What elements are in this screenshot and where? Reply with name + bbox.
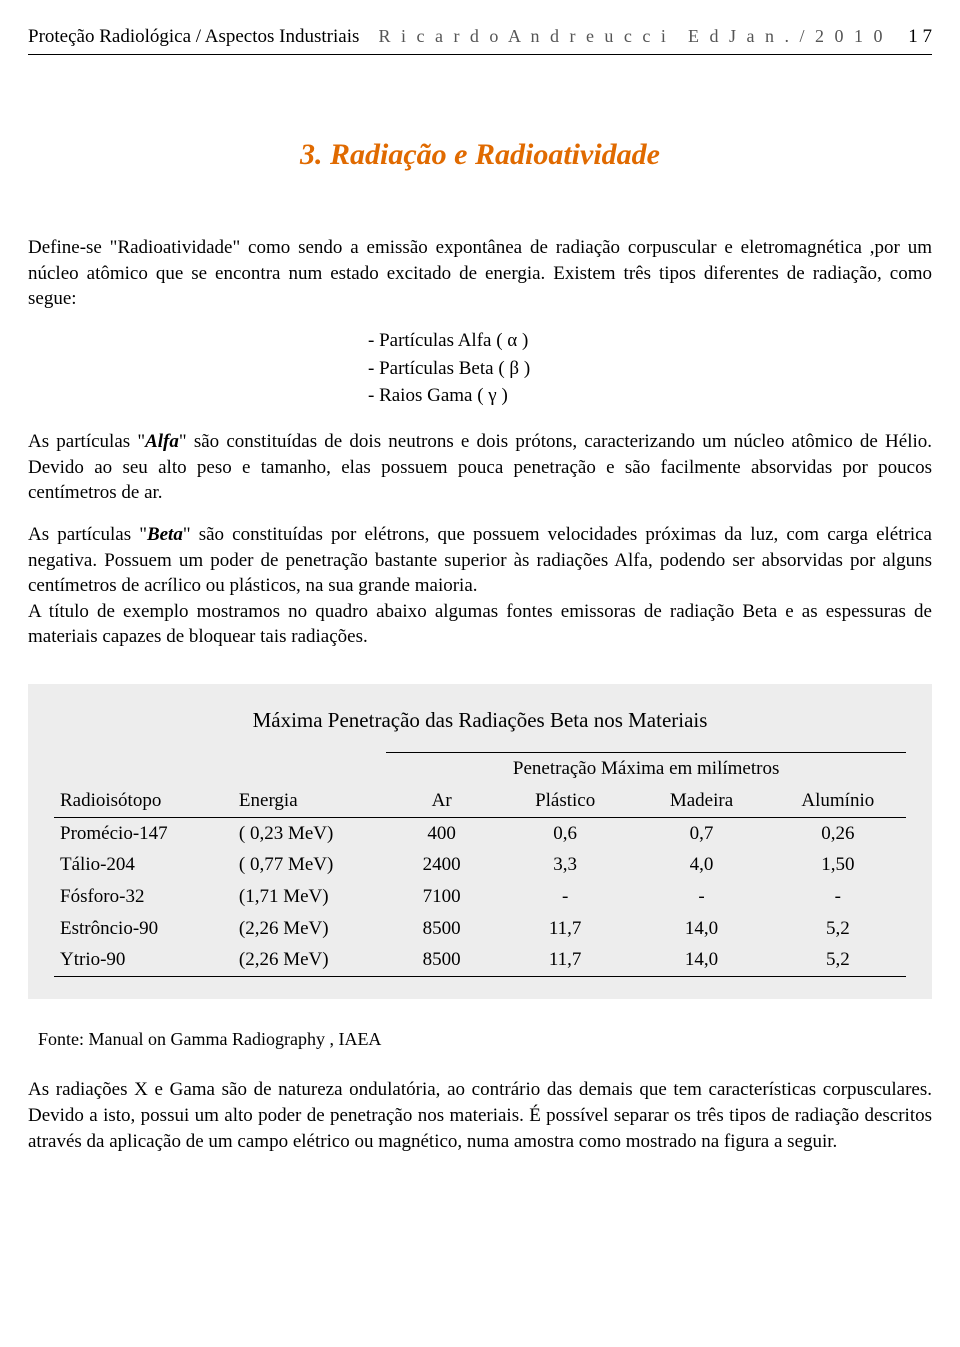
col-madeira: Madeira [633, 785, 769, 817]
cell-energy: ( 0,77 MeV) [233, 849, 386, 881]
penetration-table-panel: Máxima Penetração das Radiações Beta nos… [28, 684, 932, 999]
cell-ar: 8500 [386, 944, 497, 976]
cell-ma: 14,0 [633, 913, 769, 945]
paragraph-xgamma: As radiações X e Gama são de natureza on… [28, 1077, 932, 1154]
table-row: Ytrio-90 (2,26 MeV) 8500 11,7 14,0 5,2 [54, 944, 906, 976]
cell-iso: Ytrio-90 [54, 944, 233, 976]
list-item-gamma: - Raios Gama ( γ ) [368, 383, 932, 409]
cell-energy: (2,26 MeV) [233, 913, 386, 945]
cell-al: 0,26 [770, 817, 906, 849]
table-row: Tálio-204 ( 0,77 MeV) 2400 3,3 4,0 1,50 [54, 849, 906, 881]
radiation-type-list: - Partículas Alfa ( α ) - Partículas Bet… [28, 328, 932, 409]
cell-pl: - [497, 881, 633, 913]
cell-ma: 0,7 [633, 817, 769, 849]
cell-energy: (1,71 MeV) [233, 881, 386, 913]
emph-beta: Beta [147, 524, 183, 545]
table-title: Máxima Penetração das Radiações Beta nos… [54, 706, 906, 734]
table-row: Promécio-147 ( 0,23 MeV) 400 0,6 0,7 0,2… [54, 817, 906, 849]
paragraph-intro: Define-se "Radioatividade" como sendo a … [28, 235, 932, 312]
cell-ar: 7100 [386, 881, 497, 913]
cell-ar: 2400 [386, 849, 497, 881]
table-row: Estrôncio-90 (2,26 MeV) 8500 11,7 14,0 5… [54, 913, 906, 945]
col-radioisotopo: Radioisótopo [54, 785, 233, 817]
list-item-alpha: - Partículas Alfa ( α ) [368, 328, 932, 354]
chapter-title: 3. Radiação e Radioatividade [28, 135, 932, 176]
table-superheader: Penetração Máxima em milímetros [386, 753, 906, 785]
cell-energy: ( 0,23 MeV) [233, 817, 386, 849]
emph-alfa: Alfa [145, 431, 179, 452]
col-ar: Ar [386, 785, 497, 817]
cell-iso: Fósforo-32 [54, 881, 233, 913]
cell-ma: 4,0 [633, 849, 769, 881]
col-energia: Energia [233, 785, 386, 817]
cell-pl: 11,7 [497, 913, 633, 945]
col-aluminio: Alumínio [770, 785, 906, 817]
penetration-table: Penetração Máxima em milímetros Radioisó… [54, 752, 906, 976]
cell-ar: 400 [386, 817, 497, 849]
cell-pl: 11,7 [497, 944, 633, 976]
cell-ar: 8500 [386, 913, 497, 945]
cell-energy: (2,26 MeV) [233, 944, 386, 976]
cell-ma: - [633, 881, 769, 913]
cell-iso: Promécio-147 [54, 817, 233, 849]
cell-ma: 14,0 [633, 944, 769, 976]
page-header: Proteção Radiológica / Aspectos Industri… [28, 24, 932, 55]
table-superheader-row: Penetração Máxima em milímetros [54, 753, 906, 785]
cell-al: 1,50 [770, 849, 906, 881]
cell-iso: Tálio-204 [54, 849, 233, 881]
cell-iso: Estrôncio-90 [54, 913, 233, 945]
table-source: Fonte: Manual on Gamma Radiography , IAE… [38, 1027, 932, 1051]
paragraph-beta: As partículas "Beta" são constituídas po… [28, 522, 932, 599]
table-row: Fósforo-32 (1,71 MeV) 7100 - - - [54, 881, 906, 913]
cell-al: - [770, 881, 906, 913]
cell-al: 5,2 [770, 944, 906, 976]
cell-al: 5,2 [770, 913, 906, 945]
text-run: As partículas " [28, 524, 147, 545]
header-page-number: 1 7 [908, 26, 932, 47]
paragraph-alfa: As partículas "Alfa" são constituídas de… [28, 429, 932, 506]
cell-pl: 0,6 [497, 817, 633, 849]
col-plastico: Plástico [497, 785, 633, 817]
header-section-title: Proteção Radiológica / Aspectos Industri… [28, 24, 359, 50]
cell-pl: 3,3 [497, 849, 633, 881]
header-date: E d J a n . / 2 0 1 0 [688, 26, 886, 46]
header-author: R i c a r d o A n d r e u c c i [378, 24, 668, 48]
paragraph-table-intro: A título de exemplo mostramos no quadro … [28, 599, 932, 650]
text-run: As partículas " [28, 431, 145, 452]
list-item-beta: - Partículas Beta ( β ) [368, 356, 932, 382]
table-header-row: Radioisótopo Energia Ar Plástico Madeira… [54, 785, 906, 817]
